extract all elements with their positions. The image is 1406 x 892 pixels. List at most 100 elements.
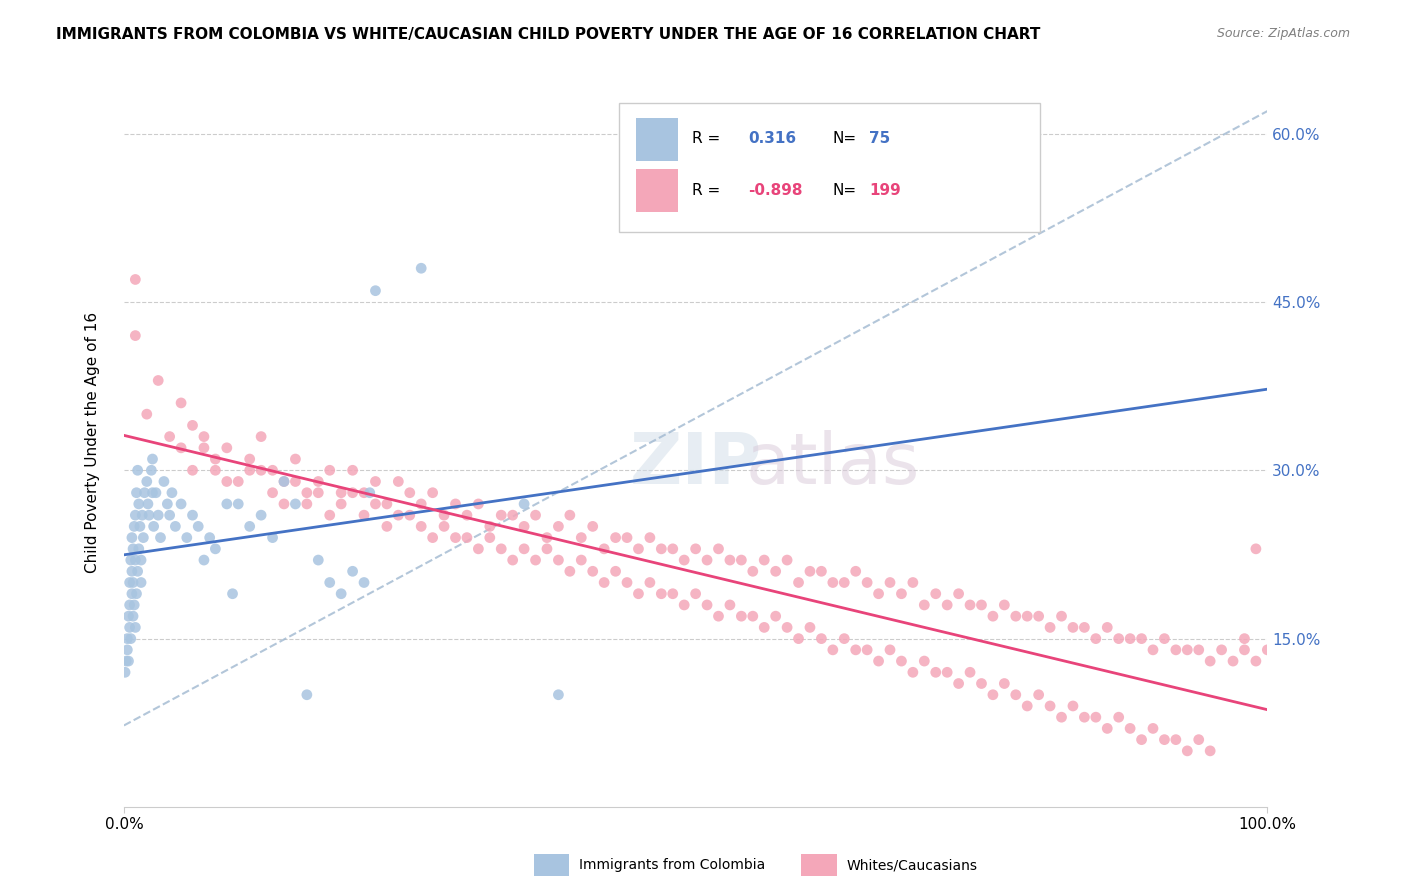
Point [547, 519, 569, 533]
Point [1050, 710, 1073, 724]
Point [1153, 632, 1175, 646]
Point [569, 553, 592, 567]
Point [1153, 732, 1175, 747]
Point [1142, 643, 1164, 657]
Point [411, 261, 433, 276]
Point [359, 485, 381, 500]
Point [925, 587, 948, 601]
Point [422, 485, 444, 500]
Point [122, 541, 145, 556]
Point [128, 497, 150, 511]
Point [124, 620, 146, 634]
Point [1039, 620, 1062, 634]
Point [226, 475, 249, 489]
Point [125, 485, 148, 500]
Point [524, 508, 547, 523]
Point [616, 531, 638, 545]
Point [411, 519, 433, 533]
Point [868, 654, 890, 668]
Point [121, 587, 143, 601]
Point [582, 564, 605, 578]
Point [1062, 698, 1084, 713]
Point [981, 609, 1004, 624]
Point [569, 531, 592, 545]
Point [754, 620, 776, 634]
Point [117, 632, 139, 646]
Point [948, 676, 970, 690]
Point [718, 598, 741, 612]
Point [118, 575, 141, 590]
Point [398, 485, 420, 500]
Point [145, 485, 167, 500]
Point [491, 508, 513, 523]
Point [134, 485, 156, 500]
Point [142, 519, 165, 533]
Point [307, 553, 329, 567]
Point [478, 531, 501, 545]
Point [204, 452, 226, 467]
Point [1017, 698, 1039, 713]
Point [513, 497, 536, 511]
Point [156, 497, 179, 511]
Point [170, 497, 193, 511]
Point [936, 598, 959, 612]
Point [120, 632, 142, 646]
Point [170, 396, 193, 410]
Point [127, 463, 149, 477]
Point [138, 508, 160, 523]
Point [478, 519, 501, 533]
Point [364, 284, 387, 298]
Point [124, 508, 146, 523]
Point [491, 541, 513, 556]
Point [1073, 620, 1095, 634]
Point [118, 598, 141, 612]
Point [295, 688, 318, 702]
Point [193, 429, 215, 443]
Point [959, 665, 981, 680]
Point [124, 328, 146, 343]
Point [810, 632, 832, 646]
Point [1175, 744, 1198, 758]
Point [239, 519, 262, 533]
Point [661, 587, 683, 601]
Point [456, 508, 478, 523]
Point [912, 598, 935, 612]
Point [181, 463, 204, 477]
Point [741, 564, 763, 578]
Point [148, 508, 170, 523]
Point [128, 541, 150, 556]
Point [444, 497, 467, 511]
Text: 199: 199 [869, 184, 901, 198]
Text: 75: 75 [869, 131, 890, 145]
Point [1130, 732, 1153, 747]
Point [117, 643, 139, 657]
Point [707, 609, 730, 624]
Point [284, 475, 307, 489]
Point [319, 508, 342, 523]
Point [165, 519, 187, 533]
Point [765, 609, 787, 624]
Point [650, 541, 672, 556]
Point [204, 541, 226, 556]
Point [1004, 609, 1026, 624]
Point [307, 485, 329, 500]
Point [135, 407, 157, 421]
Point [239, 463, 262, 477]
Point [342, 485, 364, 500]
Point [593, 575, 616, 590]
Point [1097, 620, 1119, 634]
Point [1164, 732, 1187, 747]
Point [433, 508, 456, 523]
Point [832, 575, 855, 590]
Text: N=: N= [832, 184, 856, 198]
Point [117, 654, 139, 668]
Point [1004, 688, 1026, 702]
Point [125, 587, 148, 601]
Point [1256, 643, 1278, 657]
Point [273, 497, 295, 511]
Point [558, 508, 581, 523]
Point [122, 519, 145, 533]
Point [262, 463, 284, 477]
Text: Whites/Caucasians: Whites/Caucasians [846, 858, 977, 872]
Point [821, 575, 844, 590]
